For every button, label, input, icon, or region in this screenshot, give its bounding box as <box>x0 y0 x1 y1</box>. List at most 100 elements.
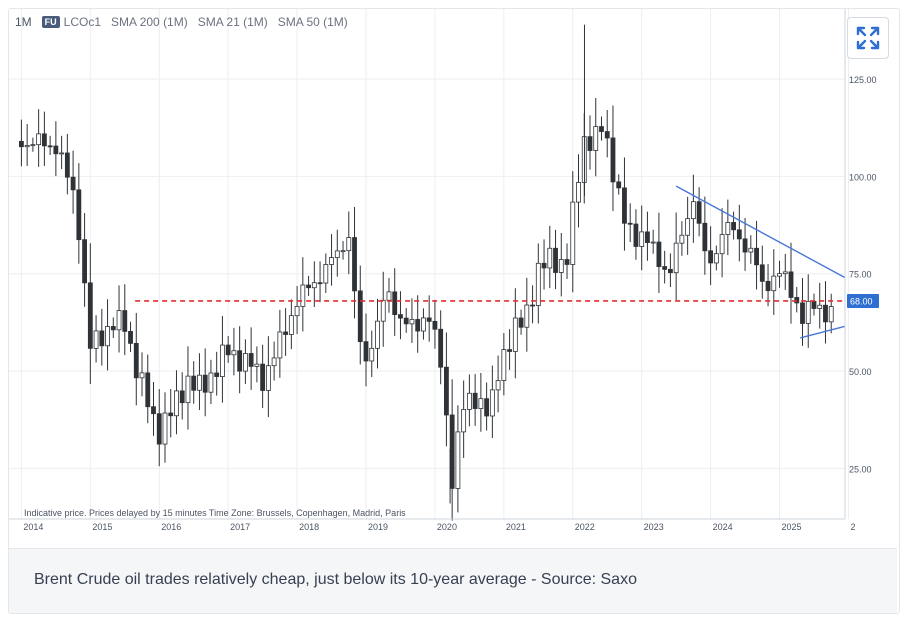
chart-toolbar: 1M FU LCOc1 SMA 200 (1M) SMA 21 (1M) SMA… <box>15 15 348 29</box>
futures-badge: FU <box>41 16 60 28</box>
candle-body <box>122 310 128 332</box>
candle-body <box>673 242 679 274</box>
candle-body <box>604 131 610 139</box>
candle-body <box>277 331 283 359</box>
x-tick-label: 2021 <box>506 522 526 532</box>
average-price-tag <box>847 293 879 308</box>
candle-body <box>398 314 403 319</box>
candle-body <box>553 247 558 273</box>
candle-body <box>53 145 59 155</box>
y-tick-label: 100.00 <box>849 172 877 182</box>
y-tick-label: 125.00 <box>849 75 877 85</box>
candle-body <box>87 282 93 349</box>
candle-body <box>128 330 133 344</box>
candle-body <box>254 363 260 367</box>
candle-body <box>507 349 512 352</box>
x-tick-label: 2018 <box>299 522 319 532</box>
candle-body <box>489 389 495 417</box>
candle-body <box>759 264 765 282</box>
candle-body <box>64 152 70 178</box>
candle-body <box>242 353 248 372</box>
candle-body <box>82 239 87 284</box>
candle-body <box>650 241 656 244</box>
candle-body <box>512 317 518 352</box>
candle-body <box>288 315 294 335</box>
candle-body <box>415 319 421 332</box>
x-tick-label: 2020 <box>437 522 457 532</box>
candle-body <box>800 302 805 324</box>
candle-body <box>788 271 794 298</box>
candle-body <box>696 201 702 224</box>
candle-body <box>179 390 185 404</box>
y-tick-label: 50.00 <box>849 367 872 377</box>
candle-body <box>185 375 191 404</box>
expand-icon <box>856 26 880 50</box>
x-tick-label: 2022 <box>575 522 595 532</box>
candle-body <box>36 133 42 146</box>
candle-body <box>24 145 30 148</box>
candle-body <box>484 398 490 417</box>
candle-body <box>283 331 289 335</box>
candle-body <box>105 326 110 347</box>
candle-body <box>782 271 788 275</box>
candle-body <box>690 201 696 220</box>
x-tick-label: 2019 <box>368 522 388 532</box>
candle-body <box>656 241 662 267</box>
candle-body <box>639 231 645 247</box>
candle-body <box>771 275 777 292</box>
candle-body <box>742 238 748 253</box>
candle-body <box>346 237 352 252</box>
candle-body <box>145 372 151 408</box>
y-tick-label: 75.00 <box>849 270 872 280</box>
candle-body <box>340 250 346 253</box>
candle-body <box>156 413 162 445</box>
candle-body <box>352 237 357 292</box>
candle-body <box>426 317 432 322</box>
candle-body <box>725 222 731 235</box>
candle-body <box>455 431 461 489</box>
x-tick-label: 2 <box>850 522 855 532</box>
candle-body <box>139 372 145 379</box>
timeframe-label[interactable]: 1M <box>15 15 32 29</box>
candle-body <box>168 412 174 417</box>
x-tick-label: 2014 <box>23 522 43 532</box>
candle-body <box>702 222 708 252</box>
fullscreen-button[interactable] <box>847 17 889 59</box>
candle-body <box>237 350 243 372</box>
candle-body <box>748 247 754 253</box>
candle-body <box>231 350 237 356</box>
candle-body <box>421 317 426 332</box>
candle-body <box>685 218 691 236</box>
candle-body <box>805 300 811 324</box>
x-tick-label: 2024 <box>713 522 733 532</box>
candle-body <box>220 344 225 377</box>
symbol-selector[interactable]: FU LCOc1 <box>41 15 101 29</box>
support-trendline <box>800 325 846 339</box>
candle-body <box>225 344 231 356</box>
candle-body <box>323 264 329 284</box>
candle-body <box>599 126 604 132</box>
candle-body <box>271 357 277 367</box>
indicator-sma21[interactable]: SMA 21 (1M) <box>197 15 268 29</box>
indicator-sma200[interactable]: SMA 200 (1M) <box>111 15 188 29</box>
candle-body <box>208 372 214 393</box>
indicator-sma50[interactable]: SMA 50 (1M) <box>277 15 348 29</box>
candle-body <box>679 234 685 244</box>
x-tick-label: 2023 <box>644 522 664 532</box>
candle-body <box>174 390 179 417</box>
candle-body <box>811 300 817 309</box>
candle-body <box>713 253 719 264</box>
caption-text: Brent Crude oil trades relatively cheap,… <box>34 571 637 588</box>
x-tick-label: 2017 <box>230 522 250 532</box>
candle-body <box>191 375 197 391</box>
candle-body <box>461 409 467 433</box>
candle-body <box>535 262 541 306</box>
candle-body <box>363 341 369 362</box>
resistance-trendline <box>675 185 846 279</box>
candle-body <box>524 304 530 328</box>
candle-body <box>828 306 834 323</box>
candle-body <box>392 291 398 315</box>
candle-body <box>501 349 507 381</box>
candle-body <box>369 347 375 362</box>
candle-body <box>93 330 99 349</box>
